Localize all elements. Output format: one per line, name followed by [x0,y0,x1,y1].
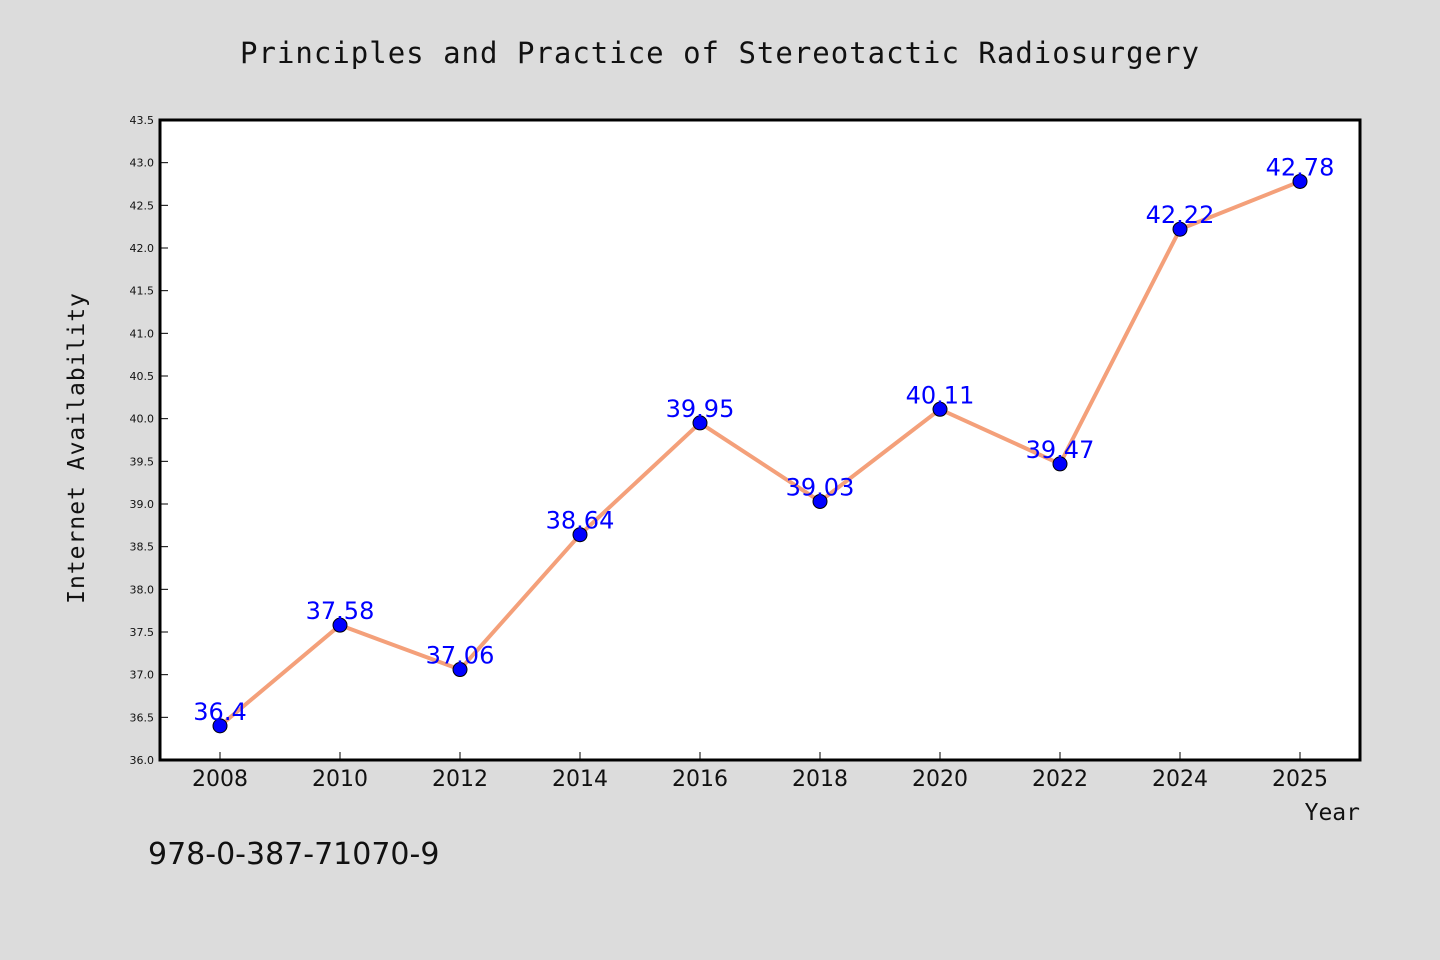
data-point [692,415,708,431]
plot-frame [158,118,1362,762]
series-line [218,179,1302,728]
y-tick-label: 39.0 [130,498,155,511]
x-axis-ticks: 2008 2010 2012 2014 2016 2018 2020 2022 2024 2025 [192,752,1328,792]
y-tick-label: 41.0 [130,327,155,340]
y-tick-label: 40.5 [130,370,155,383]
data-point [212,718,228,734]
data-label: 39.95 [666,395,735,423]
data-label: 42.78 [1266,153,1335,181]
y-axis-ticks: 36.0 36.5 37.0 37.5 38.0 38.5 39.0 39.5 40.0 40.5… [130,114,168,767]
y-tick-label: 42.5 [130,199,155,212]
y-tick-label: 38.0 [130,583,155,596]
y-tick-label: 38.5 [130,541,155,554]
data-point [332,617,348,633]
data-point [1292,173,1308,189]
y-tick-label: 39.5 [130,455,155,468]
x-tick-label: 2008 [192,767,248,792]
y-tick-label: 37.0 [130,669,155,682]
data-label: 39.47 [1026,436,1095,464]
isbn-text: 978-0-387-71070-9 [148,837,439,872]
y-tick-label: 40.0 [130,413,155,426]
data-point [932,401,948,417]
data-point [812,493,828,509]
x-tick-label: 2025 [1272,767,1328,792]
data-point [572,527,588,543]
x-tick-label: 2018 [792,767,848,792]
data-point [1052,456,1068,472]
plot-area [160,120,1360,760]
data-labels: 36.4 37.58 37.06 38.64 39.95 39.03 40.11 39.47 4… [193,153,1334,725]
y-tick-label: 43.0 [130,157,155,170]
x-tick-label: 2020 [912,767,968,792]
y-tick-label: 43.5 [130,114,155,127]
y-tick-label: 36.5 [130,711,155,724]
y-tick-label: 36.0 [130,754,155,767]
data-label: 37.06 [426,642,495,670]
data-point [1172,221,1188,237]
data-label: 40.11 [906,381,975,409]
y-tick-label: 37.5 [130,626,155,639]
data-label: 36.4 [193,698,246,726]
x-tick-label: 2016 [672,767,728,792]
data-markers [212,173,1308,734]
x-tick-label: 2022 [1032,767,1088,792]
x-tick-label: 2014 [552,767,608,792]
x-tick-label: 2012 [432,767,488,792]
x-axis-label: Year [1305,800,1360,826]
data-point [452,662,468,678]
x-tick-label: 2010 [312,767,368,792]
y-axis-label: Internet Availability [64,292,90,604]
data-label: 37.58 [306,597,375,625]
y-tick-label: 42.0 [130,242,155,255]
x-tick-label: 2024 [1152,767,1208,792]
data-label: 38.64 [546,507,615,535]
chart-title: Principles and Practice of Stereotactic … [240,36,1200,70]
y-tick-label: 41.5 [130,285,155,298]
data-label: 42.22 [1146,201,1215,229]
data-label: 39.03 [786,473,855,501]
